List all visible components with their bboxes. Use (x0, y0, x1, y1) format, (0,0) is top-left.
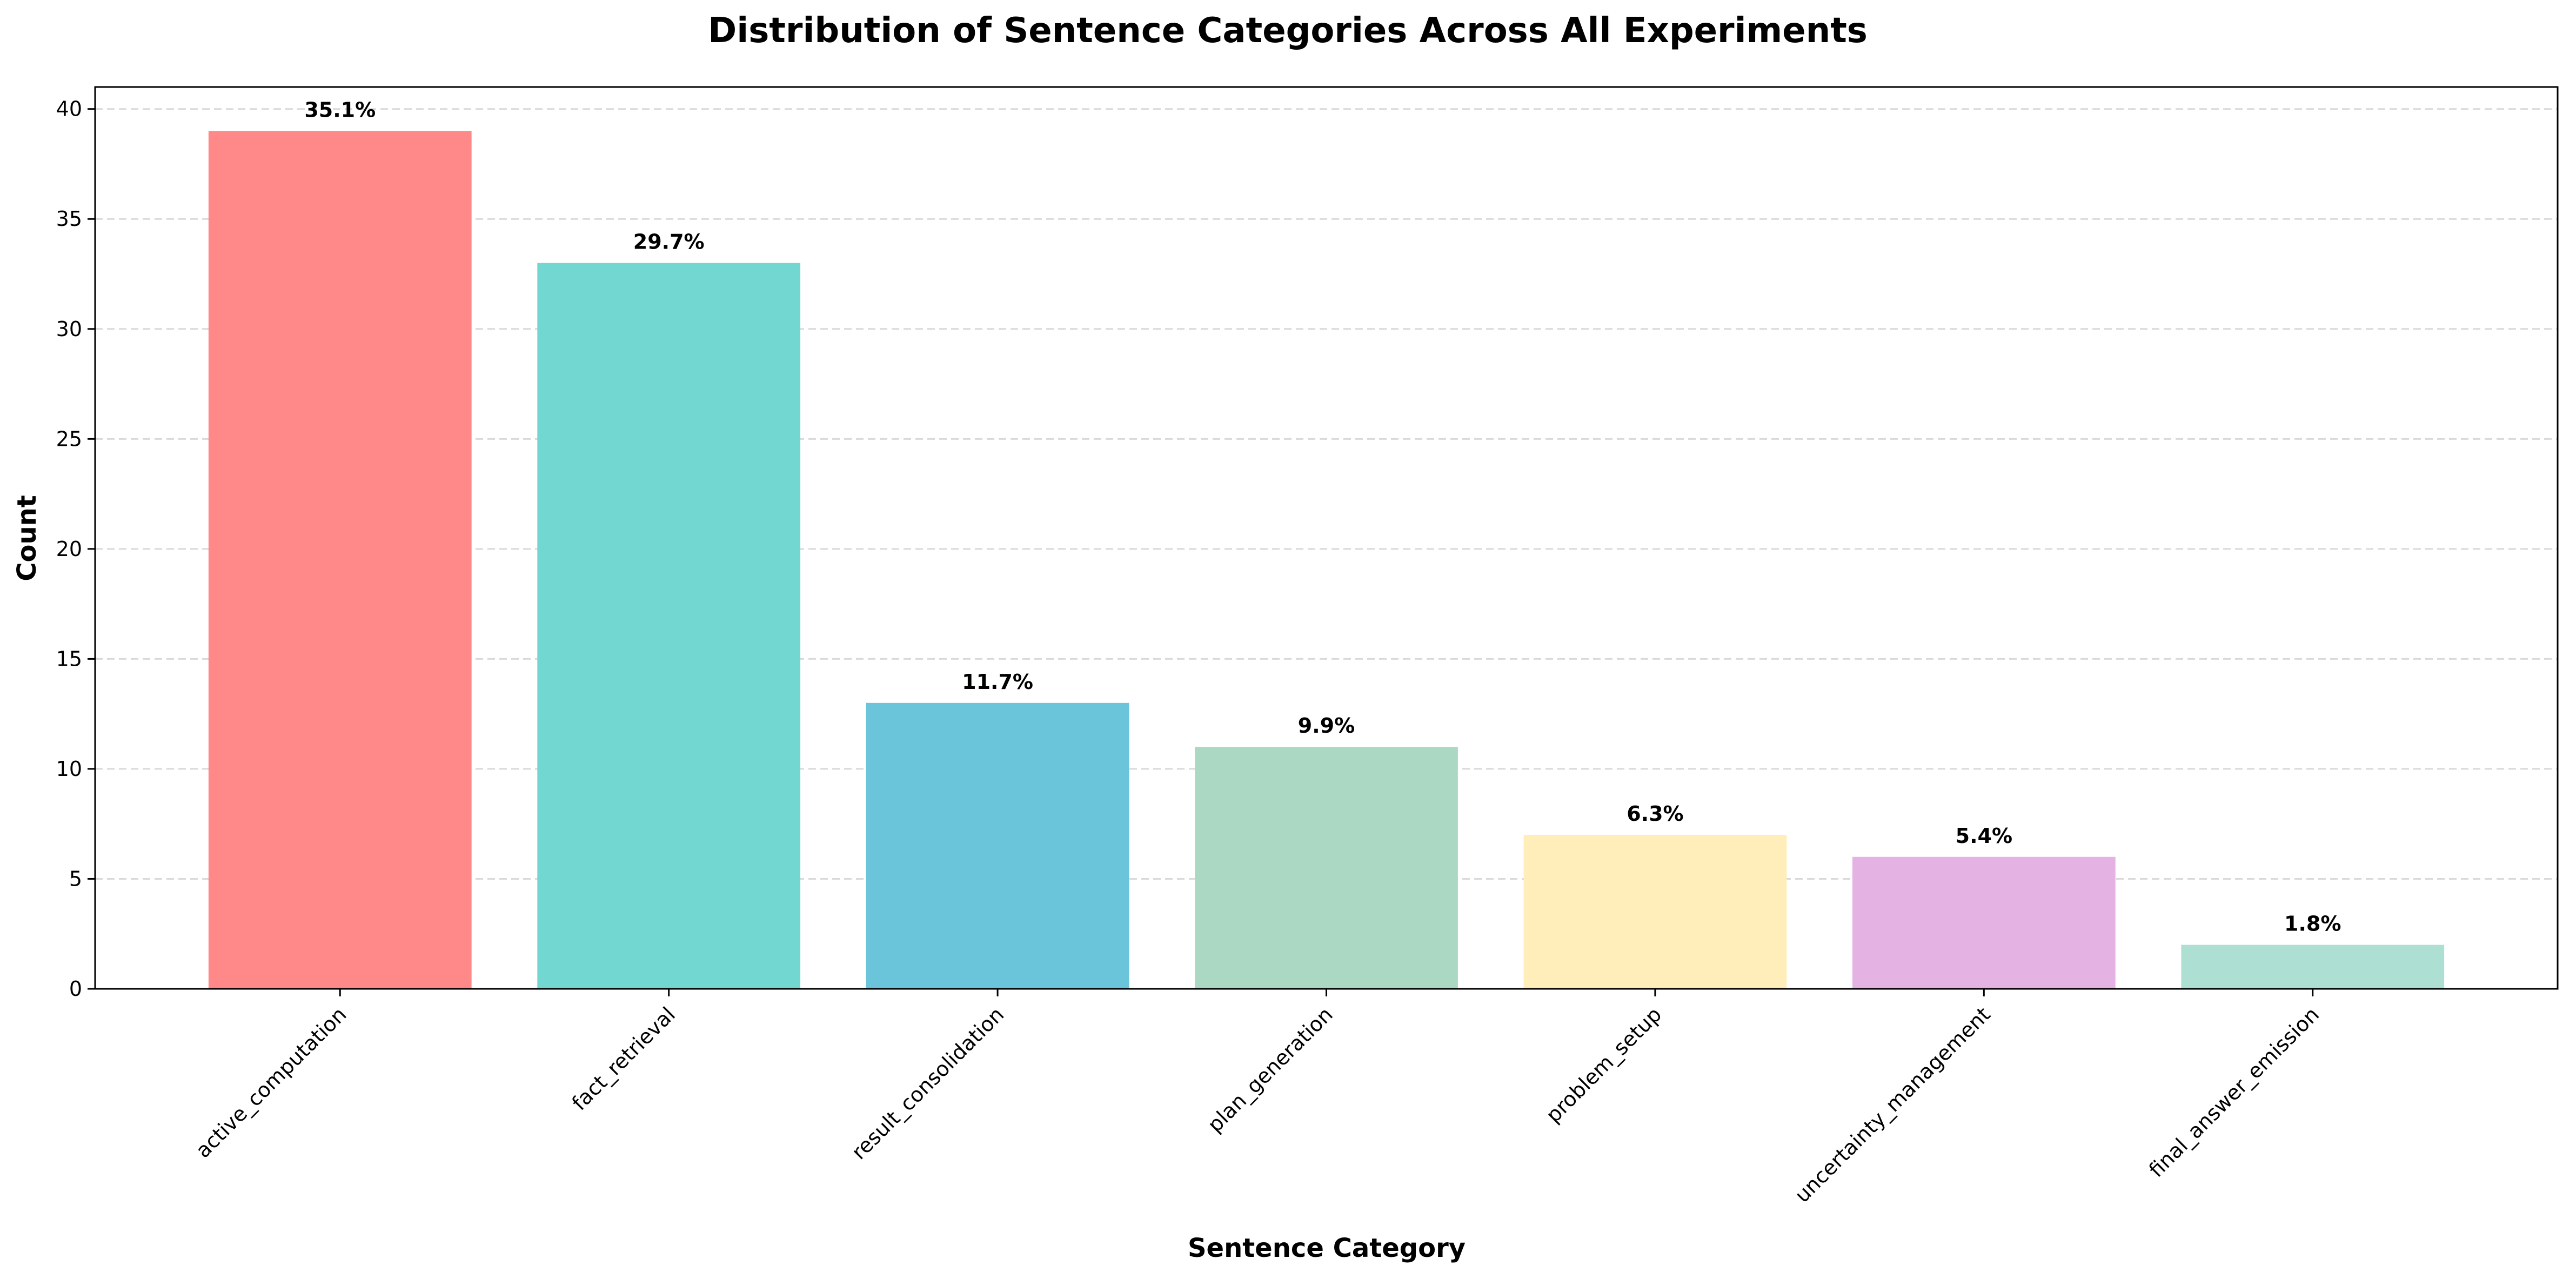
bar-value-label: 6.3% (1627, 802, 1683, 826)
x-tick-label: plan_generation (1203, 1002, 1337, 1137)
y-tick-label: 0 (69, 977, 82, 1001)
y-tick-label: 10 (56, 757, 82, 781)
y-tick-label: 25 (56, 427, 82, 451)
y-tick-label: 35 (56, 207, 82, 231)
bar-value-label: 35.1% (304, 98, 376, 122)
y-tick-label: 40 (56, 97, 82, 121)
bar-uncertainty-management (1852, 856, 2116, 989)
bar-fact-retrieval (537, 263, 801, 989)
y-tick-label: 15 (56, 647, 82, 671)
bar-value-label: 1.8% (2284, 912, 2341, 936)
y-axis-label: Count (12, 495, 42, 581)
x-tick-label: final_answer_emission (2144, 1002, 2324, 1182)
bar-active-computation (208, 131, 472, 989)
bar-plan-generation (1195, 747, 1458, 989)
x-tick-label: active_computation (191, 1002, 351, 1162)
y-axis-ticks: 0 5 10 15 20 25 30 35 40 (56, 97, 95, 1001)
y-tick-label: 20 (56, 537, 82, 561)
bar-value-label: 11.7% (962, 670, 1033, 694)
x-axis-ticks: active_computation fact_retrieval result_c… (191, 989, 2324, 1207)
bar-final-answer-emission (2181, 945, 2445, 989)
x-axis-label: Sentence Category (1188, 1233, 1466, 1263)
bar-value-label: 29.7% (633, 230, 705, 254)
bar-value-label: 5.4% (1956, 824, 2012, 848)
x-tick-label: problem_setup (1541, 1002, 1666, 1127)
y-tick-label: 5 (69, 867, 82, 890)
bar-result-consolidation (866, 702, 1129, 989)
x-tick-label: uncertainty_management (1790, 1002, 1995, 1207)
bars: 35.1% 29.7% 11.7% 9.9% 6.3% 5.4% 1.8% (208, 98, 2445, 989)
y-tick-label: 30 (56, 317, 82, 341)
x-tick-label: result_consolidation (847, 1002, 1008, 1164)
bar-problem-setup (1523, 835, 1787, 989)
gridlines (95, 108, 2558, 880)
bar-value-label: 9.9% (1298, 714, 1355, 738)
x-tick-label: fact_retrieval (567, 1002, 680, 1115)
chart-title: Distribution of Sentence Categories Acro… (708, 11, 1868, 51)
